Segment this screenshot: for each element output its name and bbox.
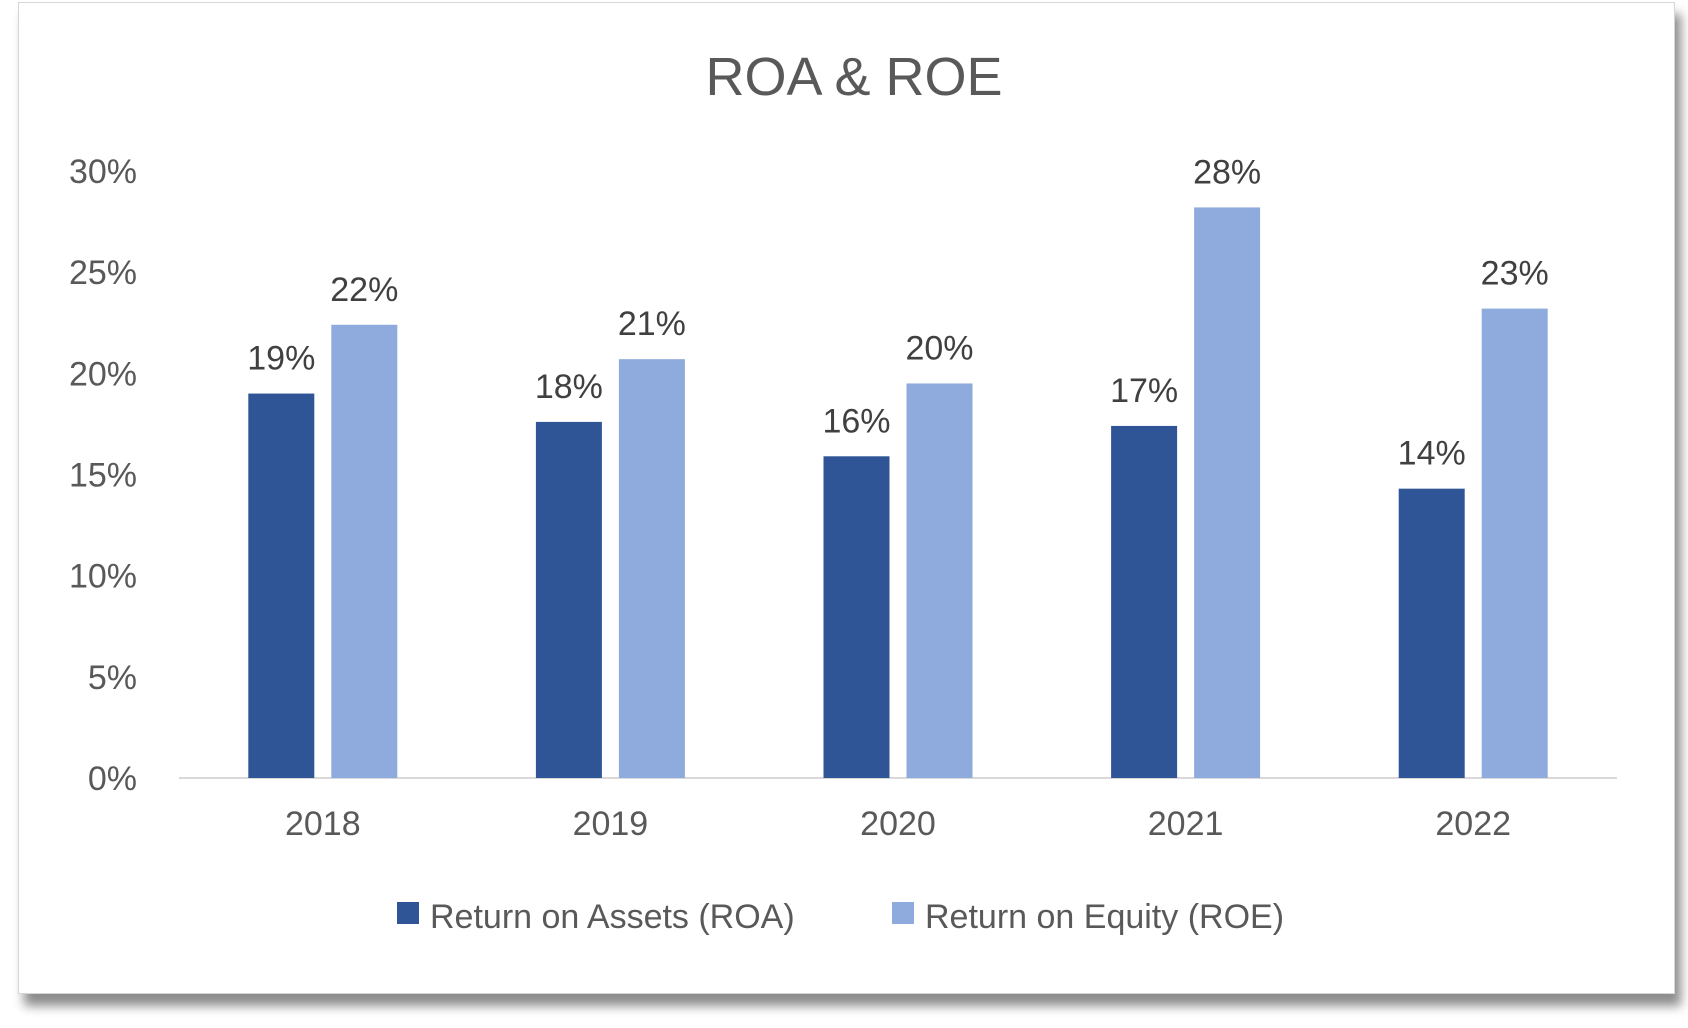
data-label-roa-2020: 16% [822, 402, 890, 440]
data-label-roe-2019: 21% [618, 305, 686, 343]
bar-roe-2020 [906, 383, 973, 778]
chart-card: ROA & ROE 0% 5% 10% 15% 20% 25% 30% 19% 22% 18% 2… [18, 2, 1675, 994]
y-tick-label: 15% [69, 457, 137, 495]
y-tick-label: 30% [69, 153, 137, 191]
bar-roe-2021 [1194, 207, 1261, 779]
bar-roe-2022 [1481, 308, 1548, 778]
legend-label-roa: Return on Assets (ROA) [430, 898, 795, 936]
y-tick-label: 20% [69, 355, 137, 393]
y-tick-label: 25% [69, 254, 137, 292]
data-label-roe-2020: 20% [905, 329, 973, 367]
x-tick-label: 2018 [285, 805, 361, 843]
y-tick-label: 5% [88, 659, 137, 697]
data-label-roa-2019: 18% [535, 368, 603, 406]
data-label-roa-2022: 14% [1398, 435, 1466, 473]
data-label-roa-2018: 19% [247, 340, 315, 378]
y-tick-label: 10% [69, 558, 137, 596]
bar-roa-2018 [248, 393, 315, 778]
x-tick-label: 2022 [1435, 805, 1511, 843]
legend: Return on Assets (ROA) Return on Equity (… [397, 898, 1284, 936]
bars-group: 19% 22% 18% 21% 16% 20% 17% 28% 14% 23% [247, 153, 1549, 779]
bar-roa-2019 [535, 421, 602, 778]
chart-title: ROA & ROE [705, 47, 1002, 107]
data-label-roa-2021: 17% [1110, 372, 1178, 410]
x-tick-label: 2020 [860, 805, 936, 843]
data-label-roe-2018: 22% [330, 271, 398, 309]
bar-roa-2020 [823, 456, 890, 778]
y-axis: 0% 5% 10% 15% 20% 25% 30% [69, 153, 137, 798]
x-tick-label: 2019 [573, 805, 649, 843]
legend-swatch-roa [397, 902, 419, 924]
x-axis: 2018 2019 2020 2021 2022 [285, 805, 1511, 843]
data-label-roe-2021: 28% [1193, 153, 1261, 191]
bar-chart: ROA & ROE 0% 5% 10% 15% 20% 25% 30% 19% 22% 18% 2… [69, 47, 1617, 936]
legend-swatch-roe [892, 902, 914, 924]
bar-roa-2021 [1111, 425, 1178, 778]
x-tick-label: 2021 [1148, 805, 1224, 843]
legend-label-roe: Return on Equity (ROE) [925, 898, 1284, 936]
y-tick-label: 0% [88, 760, 137, 798]
data-label-roe-2022: 23% [1481, 255, 1549, 293]
bar-roe-2019 [618, 359, 685, 778]
bar-roa-2022 [1398, 488, 1465, 778]
bar-roe-2018 [331, 324, 398, 778]
